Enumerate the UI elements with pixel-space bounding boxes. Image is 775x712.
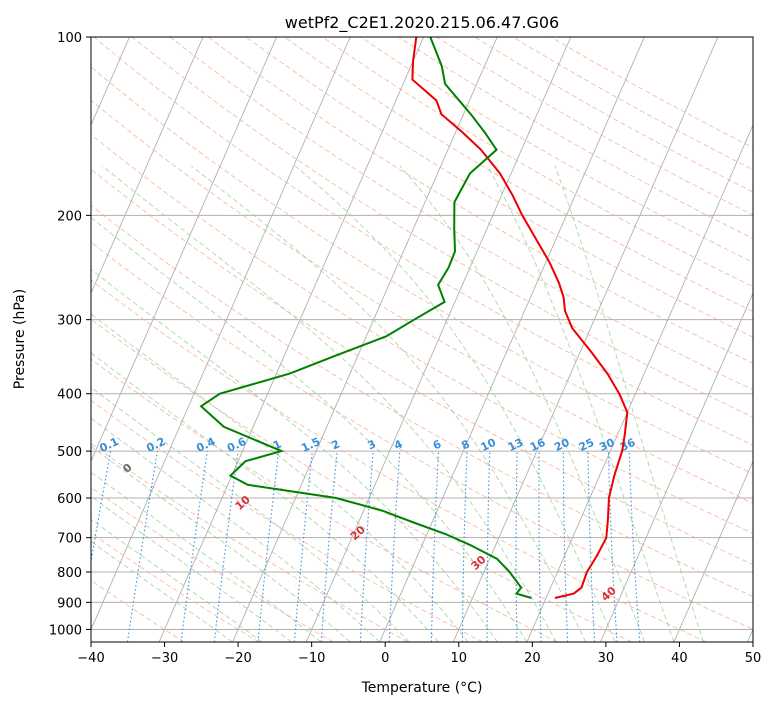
x-tick-label: 0 [381,651,389,666]
y-tick-label: 900 [57,596,82,611]
x-tick-label: −20 [224,651,251,666]
x-tick-label: 40 [671,651,688,666]
x-tick-label: −30 [151,651,178,666]
y-tick-label: 400 [57,388,82,403]
x-tick-label: 20 [524,651,541,666]
y-tick-label: 300 [57,314,82,329]
y-axis-label: Pressure (hPa) [12,289,28,389]
y-tick-label: 700 [57,532,82,547]
x-tick-label: −10 [298,651,325,666]
y-tick-label: 100 [57,31,82,46]
x-tick-label: 10 [451,651,468,666]
x-tick-label: 50 [745,651,762,666]
y-tick-label: 500 [57,445,82,460]
y-tick-label: 1000 [49,623,82,638]
y-tick-label: 600 [57,492,82,507]
x-tick-label: −40 [77,651,104,666]
y-tick-label: 800 [57,566,82,581]
y-tick-label: 200 [57,209,82,224]
chart-title: wetPf2_C2E1.2020.215.06.47.G06 [285,13,559,33]
x-axis-label: Temperature (°C) [361,680,483,696]
x-tick-label: 30 [598,651,615,666]
